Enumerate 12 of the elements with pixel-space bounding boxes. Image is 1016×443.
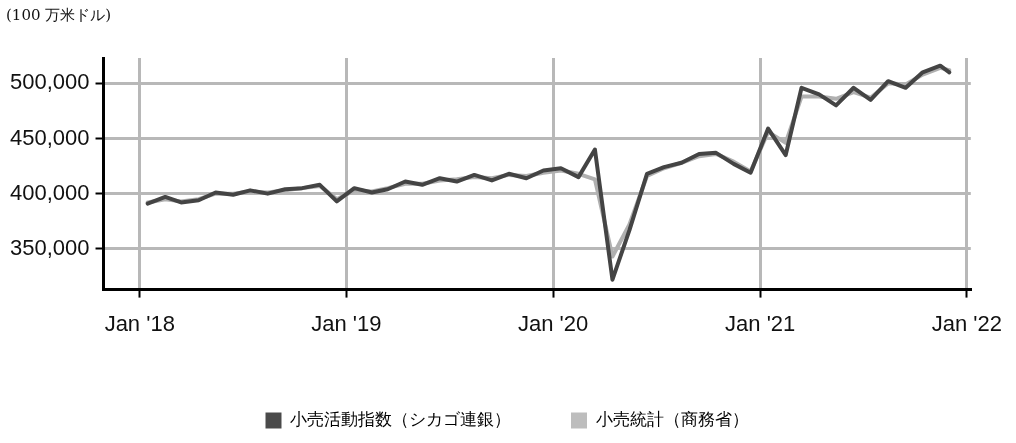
y-tick-label: 350,000 <box>9 234 90 260</box>
x-tick-label: Jan '21 <box>725 310 796 336</box>
y-tick-label: 450,000 <box>9 124 90 150</box>
x-tick-label: Jan '18 <box>104 310 175 336</box>
x-tick-label: Jan '19 <box>311 310 382 336</box>
y-axis-title: (100 万米ドル) <box>6 6 112 25</box>
x-tick-label: Jan '22 <box>931 310 1002 336</box>
y-tick-label: 400,000 <box>9 179 90 205</box>
legend-label: 小売活動指数（シカゴ連銀） <box>290 408 511 429</box>
x-tick-label: Jan '20 <box>517 310 589 336</box>
y-tick-label: 500,000 <box>9 69 90 95</box>
legend-label: 小売統計（商務省） <box>595 408 749 429</box>
